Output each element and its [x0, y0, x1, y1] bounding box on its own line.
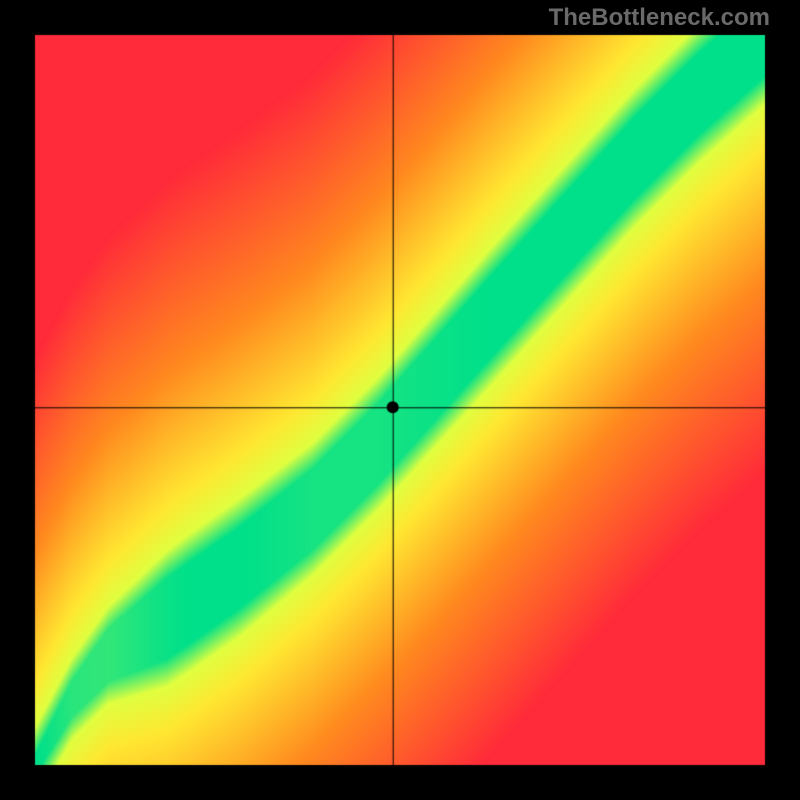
bottleneck-heatmap-canvas: [0, 0, 800, 800]
watermark-text: TheBottleneck.com: [549, 4, 770, 32]
chart-container: TheBottleneck.com: [0, 0, 800, 800]
